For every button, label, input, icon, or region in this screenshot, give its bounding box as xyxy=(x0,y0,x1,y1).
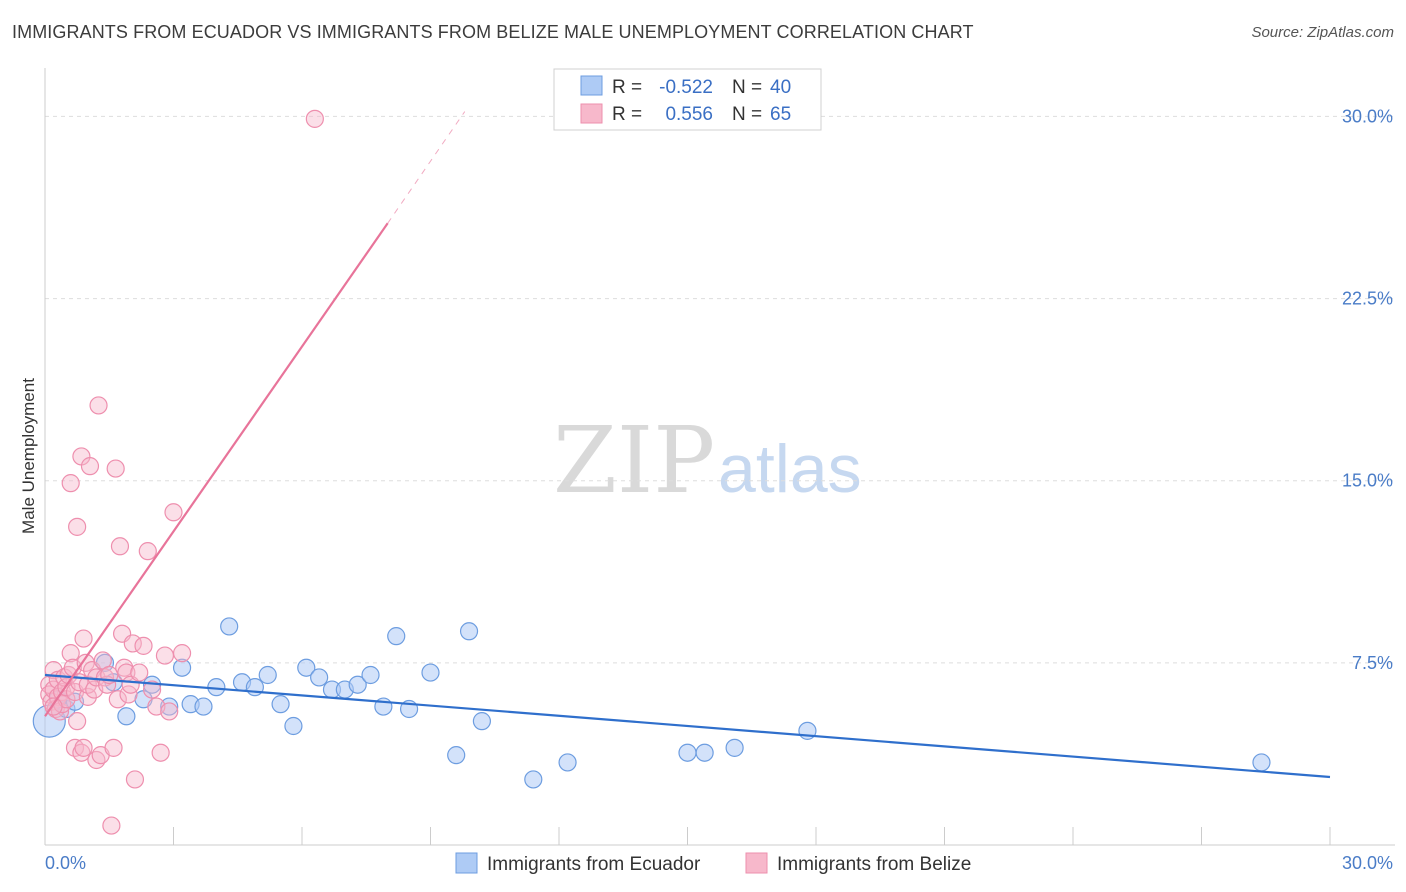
belize-point xyxy=(155,646,175,665)
bottom-swatch-ecuador xyxy=(455,852,478,874)
ecuador-point xyxy=(220,617,239,636)
ecuador-point xyxy=(32,704,66,738)
ecuador-points xyxy=(32,617,1271,789)
belize-points xyxy=(40,109,324,835)
belize-trend-extension xyxy=(387,111,466,224)
ecuador-point xyxy=(284,716,303,736)
legend-n-value-belize: 65 xyxy=(770,104,791,125)
belize-point xyxy=(134,636,153,655)
series-legend: Immigrants from Ecuador Immigrants from … xyxy=(455,852,971,875)
belize-point xyxy=(305,109,324,128)
trend-lines xyxy=(44,111,1331,779)
belize-point xyxy=(106,459,125,478)
ecuador-point xyxy=(472,712,491,731)
ecuador-point xyxy=(695,743,714,762)
legend-swatch-belize xyxy=(580,103,603,124)
legend-swatch-ecuador xyxy=(580,75,603,96)
bottom-legend-belize: Immigrants from Belize xyxy=(777,854,971,875)
ecuador-point xyxy=(447,746,466,765)
ecuador-point xyxy=(459,622,479,641)
belize-point xyxy=(74,629,93,648)
ecuador-point xyxy=(160,697,179,716)
ecuador-point xyxy=(310,668,329,687)
ecuador-point xyxy=(172,658,192,677)
belize-point xyxy=(142,680,162,699)
bottom-legend-ecuador: Immigrants from Ecuador xyxy=(487,854,701,875)
legend-n-label-ecuador: N = xyxy=(732,77,762,98)
ecuador-point xyxy=(725,738,744,757)
ecuador-point xyxy=(297,658,316,677)
ecuador-point xyxy=(348,675,367,694)
legend-r-label-belize: R = xyxy=(612,104,642,125)
ecuador-trend-line xyxy=(44,673,1331,779)
source-credit: Source: ZipAtlas.com xyxy=(1251,24,1394,41)
belize-point xyxy=(160,702,179,721)
ecuador-point xyxy=(117,707,136,726)
y-tick-label: 15.0% xyxy=(1342,471,1393,491)
belize-point xyxy=(74,738,93,757)
ecuador-point xyxy=(524,770,543,789)
belize-point xyxy=(108,690,127,709)
belize-point xyxy=(68,712,87,731)
y-tick-label: 22.5% xyxy=(1342,289,1393,309)
x-tick-labels: 0.0% 30.0% xyxy=(45,853,1393,873)
ecuador-point xyxy=(421,663,440,682)
belize-point xyxy=(80,457,100,476)
y-tick-label: 7.5% xyxy=(1352,653,1393,673)
belize-point xyxy=(125,770,145,789)
legend-r-value-ecuador: -0.522 xyxy=(659,77,713,98)
x-tick-label-min: 0.0% xyxy=(45,853,86,873)
legend-n-value-ecuador: 40 xyxy=(770,77,791,98)
y-axis-title: Male Unemployment xyxy=(19,378,38,534)
bottom-swatch-belize xyxy=(745,852,768,874)
y-tick-labels: 7.5% 15.0% 22.5% 30.0% xyxy=(1342,106,1393,672)
belize-point xyxy=(164,503,183,522)
legend-r-label-ecuador: R = xyxy=(612,77,642,98)
ecuador-point xyxy=(387,627,406,646)
legend-r-value-belize: 0.556 xyxy=(665,104,713,125)
belize-point xyxy=(68,517,87,536)
ecuador-point xyxy=(678,743,697,762)
correlation-legend: R = -0.522 N = 40 R = 0.556 N = 65 xyxy=(553,68,822,131)
ecuador-point xyxy=(271,695,290,714)
ecuador-point xyxy=(258,665,277,685)
chart-title: IMMIGRANTS FROM ECUADOR VS IMMIGRANTS FR… xyxy=(12,22,974,42)
belize-point xyxy=(61,474,80,493)
belize-point xyxy=(89,396,108,415)
grid-lines xyxy=(45,115,1395,664)
x-tick-label-max: 30.0% xyxy=(1342,853,1393,873)
belize-point xyxy=(130,663,149,682)
belize-point xyxy=(151,743,170,762)
ecuador-point xyxy=(194,697,213,716)
belize-point xyxy=(123,634,142,653)
belize-point xyxy=(110,537,130,556)
belize-point xyxy=(61,644,80,663)
belize-point xyxy=(138,542,157,561)
belize-point xyxy=(104,738,123,757)
ecuador-point xyxy=(1252,753,1271,772)
belize-point xyxy=(102,816,121,835)
watermark-atlas: atlas xyxy=(718,431,862,507)
belize-point xyxy=(172,644,192,663)
legend-n-label-belize: N = xyxy=(732,104,762,125)
ecuador-point xyxy=(558,753,577,772)
watermark-zip: ZIP xyxy=(553,407,715,514)
ecuador-point xyxy=(361,665,380,685)
belize-trend-line xyxy=(44,222,389,717)
y-tick-label: 30.0% xyxy=(1342,106,1393,126)
